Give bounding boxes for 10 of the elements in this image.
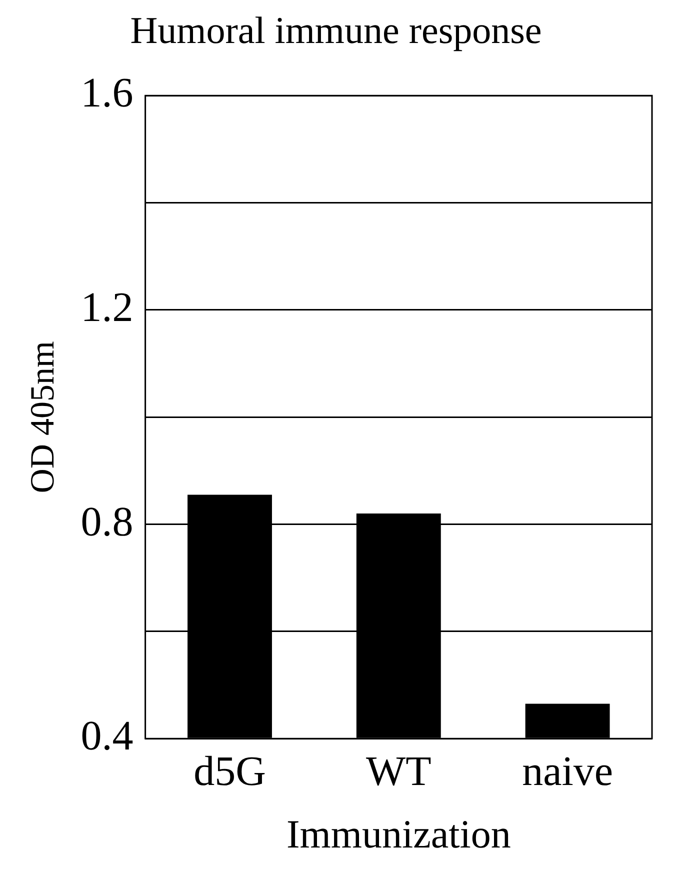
x-axis-title: Immunization bbox=[286, 812, 511, 856]
chart-title: Humoral immune response bbox=[130, 10, 542, 52]
y-tick-label: 0.8 bbox=[80, 499, 134, 546]
x-tick-label: naive bbox=[522, 748, 614, 795]
y-tick-label: 1.2 bbox=[80, 284, 134, 331]
x-tick-label: WT bbox=[366, 748, 432, 795]
y-tick-label: 0.4 bbox=[80, 714, 134, 760]
x-tick-label: d5G bbox=[194, 748, 266, 795]
y-axis-title: OD 405nm bbox=[24, 341, 62, 494]
y-tick-label: 1.6 bbox=[80, 70, 134, 117]
